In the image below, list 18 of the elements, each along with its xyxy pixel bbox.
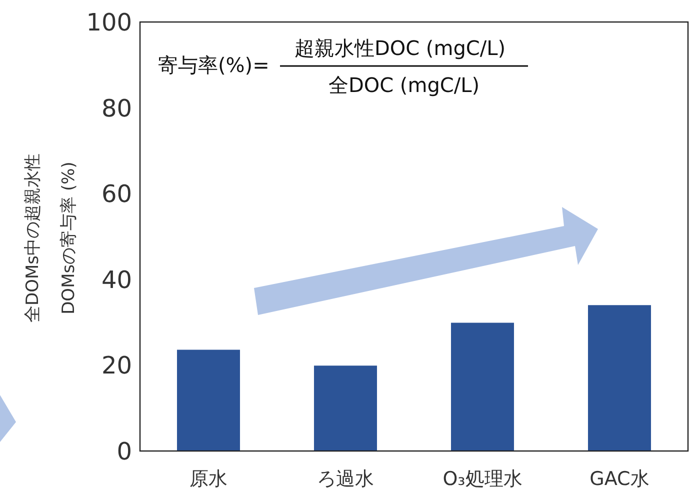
x-tick-label: 原水 — [190, 468, 228, 490]
x-tick-label: ろ過水 — [317, 468, 374, 490]
y-tick-label: 20 — [101, 352, 132, 380]
y-tick-label: 40 — [101, 266, 132, 294]
bar — [314, 366, 377, 451]
y-tick-label: 60 — [101, 180, 132, 208]
bar — [588, 305, 651, 451]
x-tick-label: GAC水 — [590, 468, 650, 490]
y-axis-title: 全DOMs中の超親水性 DOMsの寄与率 (%) — [23, 154, 79, 322]
y-tick-label: 0 — [116, 438, 132, 466]
bar — [176, 350, 240, 451]
annotation: 超親水性DOC (mgC/L) — [294, 36, 506, 60]
annotation: 全DOC (mgC/L) — [328, 73, 480, 97]
y-tick-label: 100 — [86, 8, 132, 37]
annotation: 寄与率(%)= — [158, 53, 270, 77]
y-tick-label: 80 — [101, 94, 132, 122]
bar — [450, 322, 514, 451]
x-tick-label: O₃処理水 — [442, 468, 522, 490]
